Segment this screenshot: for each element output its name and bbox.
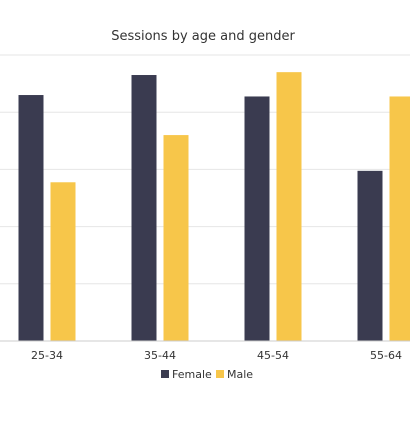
legend: Female Male xyxy=(161,368,253,381)
bar-male-35-44 xyxy=(164,135,189,341)
bar-male-25-34 xyxy=(51,182,76,341)
x-tick-label: 55-64 xyxy=(370,349,402,362)
chart-title: Sessions by age and gender xyxy=(111,29,295,44)
bar-female-35-44 xyxy=(132,75,157,341)
x-tick-label: 25-34 xyxy=(31,349,63,362)
x-tick-labels: 25-34 35-44 45-54 55-64 xyxy=(31,349,402,362)
bar-female-45-54 xyxy=(245,96,270,341)
x-tick-label: 35-44 xyxy=(144,349,176,362)
bar-male-45-54 xyxy=(277,72,302,341)
bar-female-25-34 xyxy=(19,95,44,341)
bar-male-55-64 xyxy=(390,96,410,341)
legend-swatch-female xyxy=(161,370,169,378)
legend-label-male: Male xyxy=(227,368,253,381)
bar-female-55-64 xyxy=(358,171,383,341)
legend-label-female: Female xyxy=(172,368,212,381)
x-tick-label: 45-54 xyxy=(257,349,289,362)
legend-swatch-male xyxy=(216,370,224,378)
